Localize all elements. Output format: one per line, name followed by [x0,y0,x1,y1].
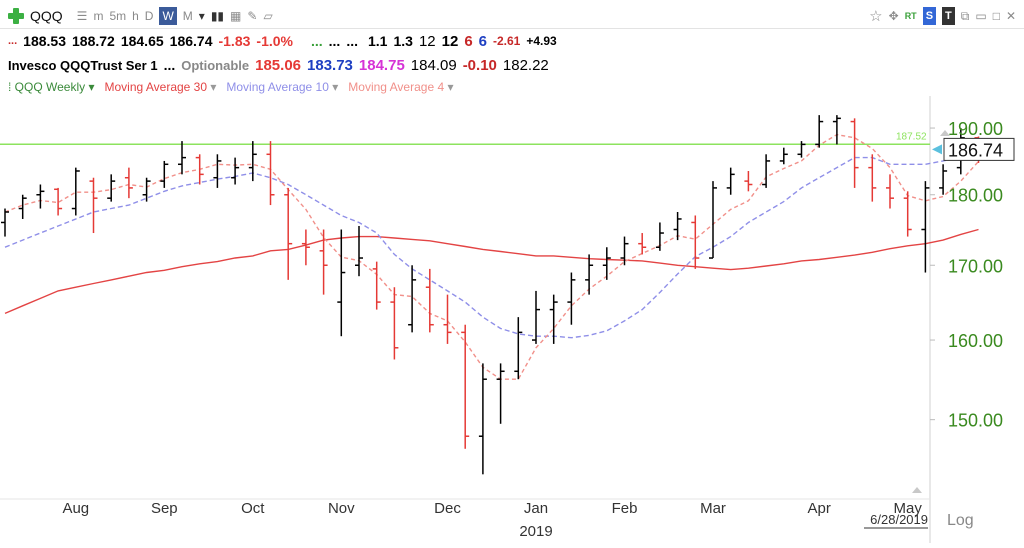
bar-style-icon[interactable]: ▮▮ [210,9,225,23]
x-year-label: 2019 [519,523,552,540]
last-price-label: 186.74 [948,140,1003,160]
x-month-label: Dec [434,500,461,517]
ma30-line [4,228,979,315]
interval-D[interactable]: D [144,9,154,23]
x-month-label: Sep [151,500,178,517]
chart-svg[interactable]: 187.52 190.00 180.00 170.00 160.00 150.00 186.… [0,96,1024,543]
quote-line-2: Invesco QQQTrust Ser 1 ... Optionable 18… [0,54,555,76]
maximize-icon[interactable]: □ [992,9,1000,23]
s-badge[interactable]: S [922,7,937,25]
rt-badge[interactable]: RT [904,11,917,21]
price-chart[interactable]: 187.52 190.00 180.00 170.00 160.00 150.00 186.… [0,96,1024,543]
x-month-label: Aug [62,500,89,517]
note-icon[interactable]: ▱ [263,9,273,23]
x-month-label: Mar [700,500,726,517]
study-legend: ⁞ QQQ Weekly ▾ Moving Average 30 ▾ Movin… [0,78,464,96]
crosshair-icon[interactable]: ✥ [888,9,899,23]
close-value: 186.74 [169,33,213,49]
draw-pencil-icon[interactable]: ✎ [247,9,258,23]
x-month-label: Apr [808,500,831,517]
menu-dots[interactable]: ... [8,35,18,47]
toolbar: QQQ ☰ m 5m h D W M ▾ ▮▮ ▦ ✎ ▱ ☆ ✥ RT S T ⧉ ▭ … [0,4,1024,29]
log-scale-toggle[interactable]: Log [947,512,974,529]
x-month-label: Feb [612,500,638,517]
t-badge[interactable]: T [942,7,955,25]
dots-1: ... [310,33,323,49]
stat-value: 1.1 [368,33,388,49]
y-tick-label: 190.00 [948,119,1003,139]
axis-scroll-icon[interactable] [940,130,950,136]
last-price-arrow [932,144,942,155]
ma4-line [4,133,980,380]
quote-line-1: ... 188.53 188.72 184.65 186.74 -1.83 -1… [0,30,563,52]
list-icon[interactable]: ☰ [76,9,88,23]
optionable-label: Optionable [181,57,250,73]
stat-value: 12 [441,32,459,50]
metric-value: -0.10 [462,56,497,74]
chevron-down-icon[interactable]: ▾ [198,9,205,23]
change-value: -1.83 [218,33,251,49]
legend-weekly[interactable]: ⁞ QQQ Weekly ▾ [8,80,95,94]
last-price-box [943,137,1015,161]
interval-h[interactable]: h [132,9,139,23]
dots-3: ... [346,33,358,49]
y-tick-label: 160.00 [948,331,1003,351]
minimize-icon[interactable]: ▭ [975,9,987,23]
stat-value: -2.61 [493,34,521,48]
y-tick-label: 150.00 [948,411,1003,431]
metric-value: 184.09 [410,56,457,74]
dots-2: ... [328,33,341,49]
x-month-label: Oct [241,500,265,517]
metric-value: 185.06 [255,56,302,74]
scroll-up-icon[interactable] [912,487,922,493]
security-name: Invesco QQQTrust Ser 1 [8,57,158,73]
metric-value: 182.22 [502,56,549,74]
add-symbol-icon[interactable] [6,6,26,26]
y-tick-label: 170.00 [948,256,1003,276]
close-icon[interactable]: ✕ [1005,9,1016,23]
interval-W[interactable]: W [159,7,177,25]
hline-label: 187.52 [896,131,927,142]
x-month-label: Jan [524,500,548,517]
ma10-line [4,153,979,339]
name-dots: ... [163,57,176,73]
calendar-icon[interactable]: ▦ [230,9,242,23]
interval-m[interactable]: m [93,9,104,23]
stat-value: 6 [464,32,473,50]
star-icon[interactable]: ☆ [869,8,883,25]
high-value: 188.72 [72,33,115,49]
y-tick-label: 180.00 [948,186,1003,206]
legend-ma30[interactable]: Moving Average 30 ▾ [104,80,217,94]
legend-ma4[interactable]: Moving Average 4 ▾ [348,80,454,94]
metric-value: 184.75 [358,56,405,74]
symbol-label[interactable]: QQQ [30,8,63,24]
interval-M[interactable]: M [182,9,193,23]
interval-5m[interactable]: 5m [109,9,127,23]
x-month-label: Nov [328,500,355,517]
x-month-label: May [894,500,923,517]
window-link-icon[interactable]: ⧉ [960,8,970,23]
stat-value: 1.3 [393,33,413,49]
metric-value: 183.73 [307,56,353,74]
date-label: 6/28/2019 [870,512,928,527]
stat-value: 12 [418,32,436,50]
change-pct-value: -1.0% [256,33,293,49]
open-value: 188.53 [23,33,66,49]
stat-value: 6 [478,32,487,50]
low-value: 184.65 [120,33,164,49]
stat-value: +4.93 [526,34,557,48]
legend-ma10[interactable]: Moving Average 10 ▾ [226,80,339,94]
